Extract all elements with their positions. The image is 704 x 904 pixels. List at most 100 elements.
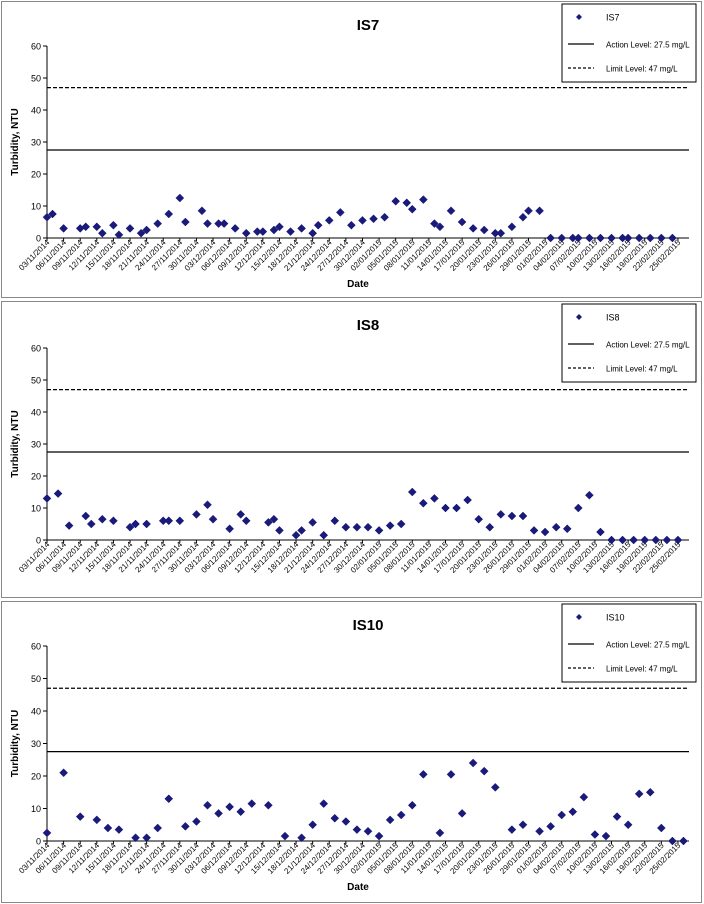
data-point [269,225,279,235]
data-point [164,209,174,219]
data-point [275,526,284,535]
data-point [407,204,417,214]
data-point [540,527,550,537]
data-point [313,220,323,230]
y-axis-title: Turbidity, NTU [10,410,21,477]
data-point [319,530,329,540]
data-point [485,522,495,532]
data-point [264,800,273,810]
data-point [297,224,306,233]
legend-ref-label: Action Level: 27.5 mg/L [606,641,690,650]
data-point [136,228,146,238]
data-point [236,510,246,519]
data-point [192,817,201,826]
data-point [230,224,240,233]
data-point [529,526,539,535]
data-point [629,535,639,545]
data-point [125,224,135,233]
data-point [596,233,605,243]
data-point [557,810,567,820]
data-point [308,228,318,238]
y-tick-label: 20 [31,472,41,482]
data-point [363,522,373,532]
data-point [479,225,489,235]
data-point [308,518,318,527]
data-point [452,503,461,513]
data-point [524,206,533,216]
y-axis-title: Turbidity, NTU [10,108,21,175]
legend-box [561,303,697,383]
data-point [463,495,472,505]
data-point [623,233,633,243]
data-point [573,503,583,513]
data-point [435,222,445,232]
data-point [269,514,279,524]
y-tick-label: 40 [31,106,41,116]
legend: IS7 Action Level: 27.5 mg/L Limit Level: 4… [561,3,697,83]
data-point [430,219,439,228]
data-point [679,836,688,846]
data-point [97,228,107,238]
data-point [153,219,163,228]
data-point [668,836,677,846]
y-tick-label: 40 [31,707,41,717]
data-point [568,807,578,817]
data-point [607,535,616,545]
data-point [153,823,163,833]
data-point [142,833,151,843]
data-point [247,799,257,808]
data-point [645,233,655,243]
y-tick-label: 30 [31,138,41,148]
data-point [264,518,273,527]
data-point [618,535,627,545]
data-point [546,233,555,243]
data-point [358,216,367,225]
y-tick-label: 60 [31,42,41,52]
data-point [297,833,306,843]
data-point [203,500,212,510]
legend-series-label: IS8 [606,313,620,323]
data-point [192,510,201,519]
data-point [396,519,406,529]
data-point [457,217,467,227]
legend-ref-label: Limit Level: 47 mg/L [606,365,678,374]
data-point [164,794,174,804]
data-point [585,233,594,243]
y-tick-label: 0 [36,234,41,244]
data-point [407,487,417,497]
data-point [335,208,345,217]
data-point [86,519,96,529]
data-point [623,820,633,830]
data-point [374,831,384,841]
data-point [430,494,439,503]
y-tick-label: 10 [31,504,41,514]
y-tick-label: 0 [36,536,41,546]
data-point [374,526,384,535]
data-point [48,209,57,219]
data-point [203,800,212,810]
data-point [551,522,561,532]
data-point [341,817,351,826]
data-point [341,522,351,532]
data-point [562,524,572,534]
chart-title: IS8 [357,317,380,334]
data-point [131,833,140,843]
data-point [109,516,118,526]
data-point [446,206,456,216]
data-point [634,789,644,799]
data-point [441,503,450,513]
data-point [656,823,666,833]
legend-box [561,3,697,83]
data-point [396,810,406,820]
data-point [662,535,672,545]
data-point [103,823,113,833]
data-point [164,516,174,526]
data-point [518,511,528,521]
data-point [208,514,218,524]
data-point [573,233,583,243]
legend: IS8 Action Level: 27.5 mg/L Limit Level: 4… [561,303,697,383]
data-point [114,825,124,834]
data-point [535,826,544,836]
